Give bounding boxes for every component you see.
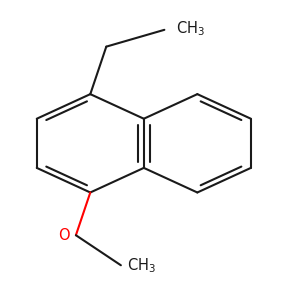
- Text: CH$_3$: CH$_3$: [176, 19, 205, 38]
- Text: CH$_3$: CH$_3$: [127, 256, 156, 274]
- Text: O: O: [58, 228, 70, 243]
